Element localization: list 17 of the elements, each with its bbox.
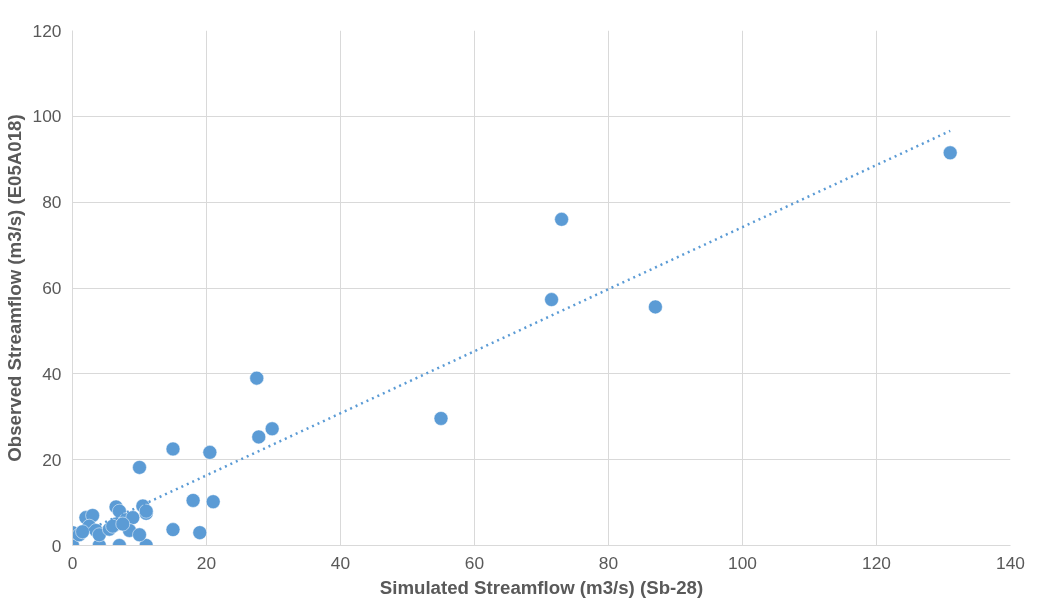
x-axis-title: Simulated Streamflow (m3/s) (Sb-28) bbox=[379, 576, 704, 598]
y-axis-title: Observed Streamflow (m3/s) (E05A018) bbox=[3, 114, 25, 462]
y-tick-label: 0 bbox=[51, 535, 62, 556]
x-tick-label: 60 bbox=[464, 552, 485, 573]
y-tick-label: 60 bbox=[42, 278, 62, 298]
y-tick-label: 40 bbox=[42, 363, 62, 384]
x-tick-label: 120 bbox=[862, 552, 891, 573]
x-tick-label: 40 bbox=[330, 552, 351, 573]
y-tick-label: 20 bbox=[42, 449, 62, 470]
x-tick-label: 20 bbox=[196, 552, 217, 573]
y-tick-label: 80 bbox=[42, 192, 62, 213]
y-tick-label: 120 bbox=[32, 20, 62, 41]
x-tick-label: 80 bbox=[598, 552, 619, 573]
x-tick-label: 100 bbox=[728, 552, 757, 573]
y-tick-label: 100 bbox=[32, 106, 62, 127]
x-tick-label: 140 bbox=[996, 552, 1025, 573]
x-tick-label: 0 bbox=[67, 552, 78, 573]
